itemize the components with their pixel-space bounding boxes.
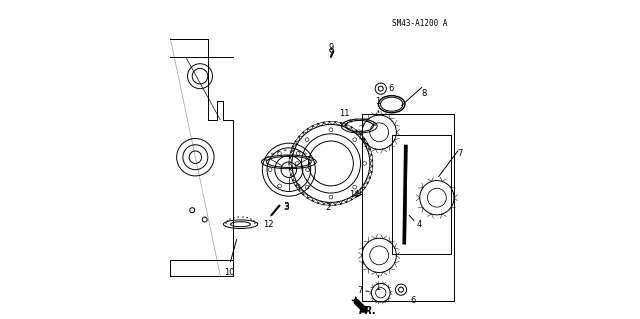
Text: 11: 11 <box>339 109 349 118</box>
Bar <box>362 114 454 300</box>
Text: 9: 9 <box>328 43 333 52</box>
Text: 7: 7 <box>457 149 462 159</box>
Text: 1: 1 <box>375 283 381 293</box>
Text: 1: 1 <box>375 97 381 106</box>
Text: SM43-A1200 A: SM43-A1200 A <box>392 19 447 27</box>
Text: 14: 14 <box>349 190 360 199</box>
Text: 3: 3 <box>284 203 289 212</box>
Text: 12: 12 <box>262 220 273 229</box>
Text: 6: 6 <box>410 296 416 305</box>
Bar <box>392 135 451 254</box>
Text: 4: 4 <box>417 220 422 229</box>
Text: 3: 3 <box>283 202 289 211</box>
Text: 7: 7 <box>358 286 363 295</box>
Text: 2: 2 <box>325 203 331 212</box>
Text: 8: 8 <box>421 89 426 98</box>
Text: FR.: FR. <box>359 306 377 316</box>
FancyArrow shape <box>354 300 367 312</box>
Text: 10: 10 <box>225 268 235 277</box>
Text: 6: 6 <box>388 84 394 93</box>
